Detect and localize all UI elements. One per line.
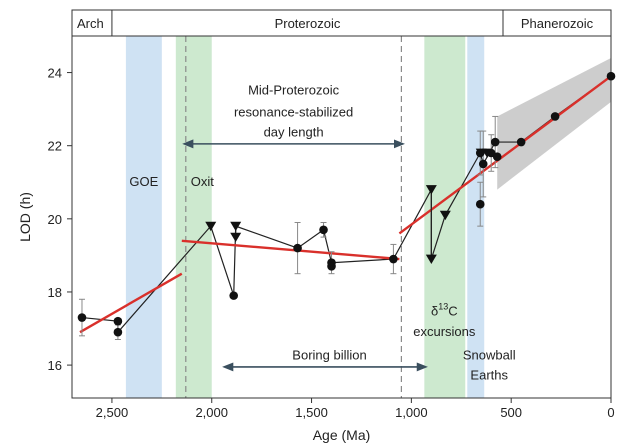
goe-label: GOE [129,174,158,189]
plot-frame [71,35,612,399]
fit-lines [79,75,612,334]
x-tick-label: 2,500 [96,405,129,420]
eon-label-phanerozoic: Phanerozoic [521,16,594,31]
data-point-circle [113,316,123,326]
data-markers [77,71,616,337]
y-axis-label: LOD (h) [17,192,33,242]
data-point-circle [319,225,328,235]
snowball-label-line1: Snowball [463,348,516,363]
range-arrows [182,139,428,372]
data-point-circle [327,262,336,271]
y-tick-label: 18 [48,285,62,300]
data-point-circle [389,254,398,264]
fit-line-2 [398,75,612,235]
d13c-label: δ13C [431,302,458,319]
boring-billion-label: Boring billion [292,348,366,363]
data-point-triangle [230,232,242,243]
excursions-label: excursions [413,324,476,339]
y-tick-label: 22 [48,139,62,154]
fit-line-1 [181,239,400,261]
confidence-band [497,57,611,190]
data-point-triangle [230,221,242,232]
data-point-circle [475,199,485,209]
plot-border [71,35,612,399]
x-tick-label: 0 [607,405,614,420]
data-point-circle [293,243,302,253]
data-point-circle [516,137,526,147]
data-point-circle [478,159,488,169]
band-3 [467,36,485,398]
eon-label-proterozoic: Proterozoic [275,16,341,31]
data-point-triangle [439,210,451,221]
data-point-circle [550,112,560,121]
eon-label-arch: Arch [77,16,104,31]
x-axis-ticks: 2,500 2,000 1,500 1,000 500 0 [96,398,615,420]
x-tick-label: 1,000 [395,405,428,420]
mid-proterozoic-label-line1: Mid-Proterozoic [248,83,340,98]
fit-line-0 [79,272,183,334]
data-point-triangle [481,148,493,158]
eon-bar: Arch Proterozoic Phanerozoic [71,9,612,37]
data-point-triangle [425,254,437,265]
x-tick-label: 1,500 [295,405,328,420]
mid-proterozoic-label-line3: day length [264,125,324,140]
connector-path [81,141,496,334]
y-tick-label: 16 [48,358,62,373]
band-0 [125,36,162,398]
snowball-label-line2: Earths [470,368,508,383]
y-axis-ticks: 16 18 20 22 24 [48,66,72,373]
dashed-boundaries [185,36,402,398]
data-point-circle [606,71,616,81]
data-point-circle [113,327,123,337]
y-tick-label: 24 [48,66,62,81]
fit-confidence-band [497,57,611,190]
background-bands [125,36,485,398]
y-tick-label: 20 [48,212,62,227]
data-point-circle [229,291,238,300]
annotations: GOE Oxit Mid-Proterozoic resonance-stabi… [129,83,515,383]
oxit-label: Oxit [191,174,215,189]
x-tick-label: 2,000 [195,405,228,420]
x-axis-label: Age (Ma) [313,427,371,443]
data-point-triangle [205,221,217,232]
mid-proterozoic-label-line2: resonance-stabilized [234,104,353,119]
eon-bar-frame [71,9,612,37]
data-point-circle [490,137,500,147]
band-1 [175,36,212,398]
data-point-triangle [425,185,437,195]
data-point-circle [77,313,87,322]
data-point-circle [492,152,502,161]
x-tick-label: 500 [500,405,522,420]
